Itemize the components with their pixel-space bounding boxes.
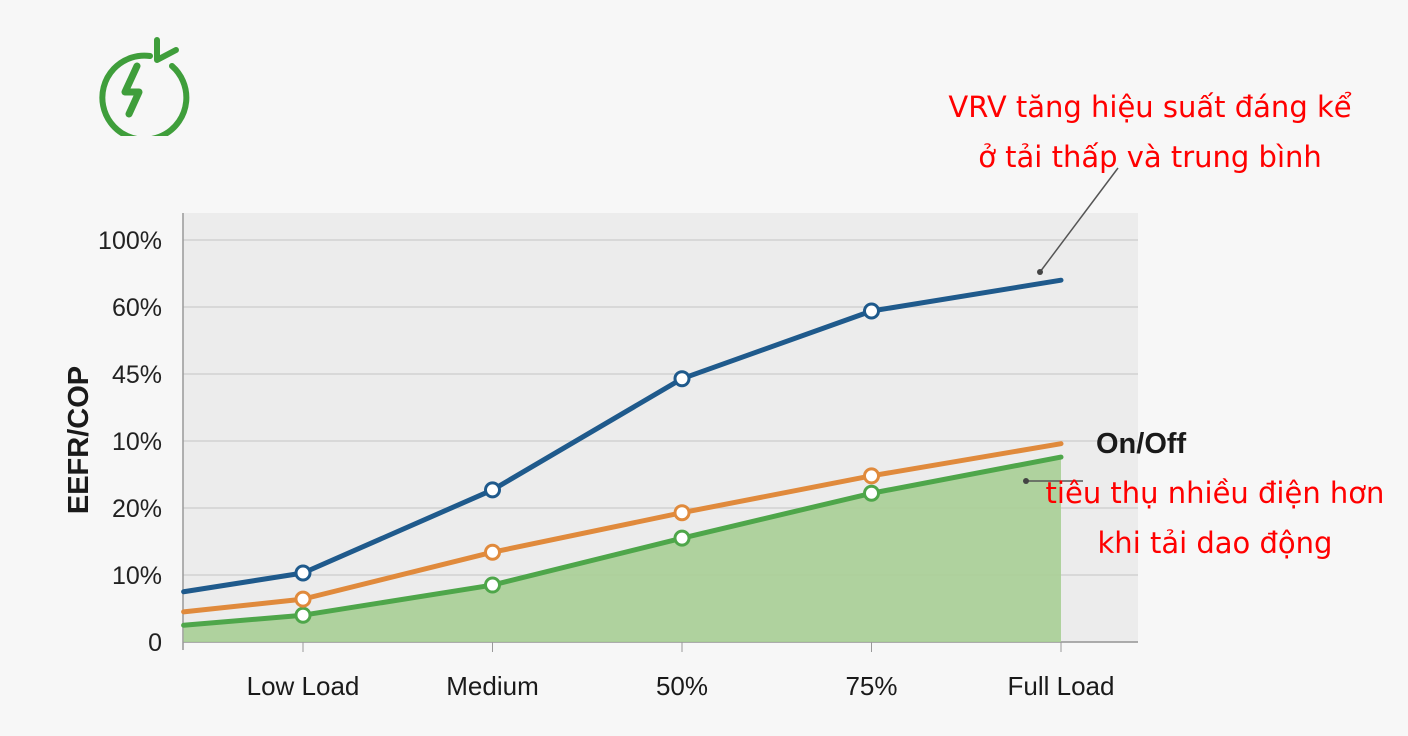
vrv-annotation-line2: ở tải thấp và trung bình: [978, 140, 1322, 174]
y-tick-label: 0: [148, 629, 162, 657]
y-tick-label: 20%: [112, 495, 162, 523]
x-tick-label: Low Load: [247, 671, 360, 701]
data-point: [484, 576, 501, 594]
series-line-vrv: [181, 277, 1064, 595]
data-point: [673, 504, 691, 522]
data-point: [294, 564, 312, 582]
data-point: [294, 590, 312, 608]
power-refresh-icon: [99, 37, 190, 136]
data-point: [484, 481, 501, 499]
series-line-baseline: [181, 454, 1064, 628]
y-tick-label: 10%: [112, 562, 162, 590]
y-tick-label: 60%: [112, 294, 162, 322]
onoff-label: On/Off: [1096, 428, 1187, 460]
data-point: [863, 467, 880, 485]
x-tick-label: Medium: [446, 671, 538, 701]
onoff-leader-dot: [1023, 478, 1029, 484]
y-tick-label: 45%: [112, 361, 162, 389]
data-point: [673, 529, 691, 547]
area-fill-baseline: [183, 457, 1062, 642]
vrv-annotation: VRV tăng hiệu suất đáng kể ở tải thấp và…: [930, 82, 1370, 182]
series-line-on-off: [181, 441, 1064, 615]
data-point: [673, 370, 691, 388]
onoff-annotation-line2: khi tải dao động: [1097, 526, 1333, 560]
data-point: [294, 606, 312, 624]
data-point: [863, 484, 880, 502]
y-tick-label: 100%: [98, 227, 162, 255]
y-tick-label: 10%: [112, 428, 162, 456]
onoff-annotation: tiêu thụ nhiều điện hơn khi tải dao động: [1030, 468, 1400, 568]
y-axis-label: EEFR/COP: [63, 366, 95, 514]
vrv-leader-line: [1039, 167, 1119, 273]
vrv-annotation-line1: VRV tăng hiệu suất đáng kể: [948, 90, 1352, 124]
x-tick-label: 75%: [845, 671, 897, 701]
data-point: [863, 302, 880, 320]
data-point: [484, 543, 501, 561]
vrv-leader-dot: [1037, 269, 1043, 275]
x-tick-label: Full Load: [1008, 671, 1115, 701]
x-tick-label: 50%: [656, 671, 708, 701]
onoff-annotation-line1: tiêu thụ nhiều điện hơn: [1045, 476, 1385, 510]
